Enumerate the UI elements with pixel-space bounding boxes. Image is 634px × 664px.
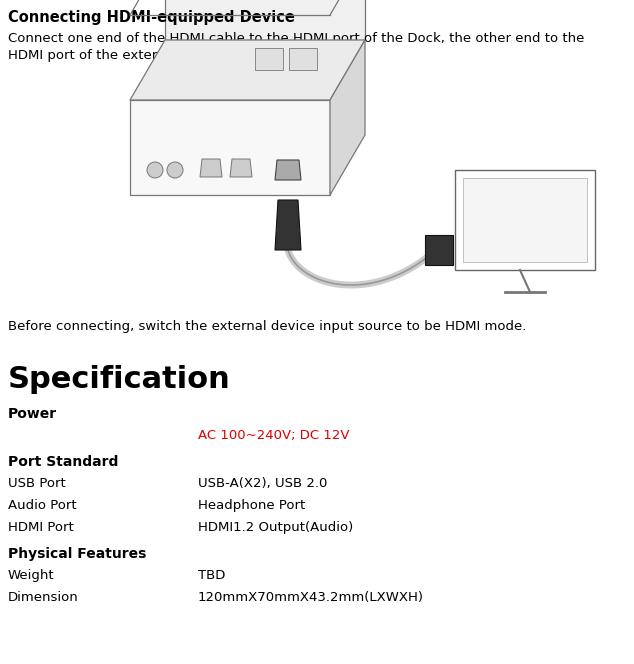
Text: HDMI Port: HDMI Port — [8, 521, 74, 534]
Polygon shape — [255, 48, 283, 70]
Text: Connecting HDMI-equipped Device: Connecting HDMI-equipped Device — [8, 10, 295, 25]
Text: Port Standard: Port Standard — [8, 455, 119, 469]
Text: Weight: Weight — [8, 569, 55, 582]
Text: USB-A(X2), USB 2.0: USB-A(X2), USB 2.0 — [198, 477, 327, 490]
Text: HDMI port of the external device, as shown below:: HDMI port of the external device, as sho… — [8, 49, 344, 62]
Polygon shape — [130, 40, 365, 100]
Text: TBD: TBD — [198, 569, 225, 582]
Text: USB Port: USB Port — [8, 477, 66, 490]
Text: Connect one end of the HDMI cable to the HDMI port of the Dock, the other end to: Connect one end of the HDMI cable to the… — [8, 32, 585, 45]
Circle shape — [147, 162, 163, 178]
Text: HDMI1.2 Output(Audio): HDMI1.2 Output(Audio) — [198, 521, 353, 534]
Polygon shape — [275, 200, 301, 250]
Polygon shape — [275, 160, 301, 180]
Circle shape — [167, 162, 183, 178]
Text: Power: Power — [8, 407, 57, 421]
Text: Specification: Specification — [8, 365, 231, 394]
Text: Before connecting, switch the external device input source to be HDMI mode.: Before connecting, switch the external d… — [8, 320, 526, 333]
Text: Dimension: Dimension — [8, 591, 79, 604]
Text: 120mmX70mmX43.2mm(LXWXH): 120mmX70mmX43.2mm(LXWXH) — [198, 591, 424, 604]
Polygon shape — [425, 235, 453, 265]
Polygon shape — [200, 159, 222, 177]
Polygon shape — [330, 40, 365, 195]
Polygon shape — [165, 0, 365, 40]
Text: Physical Features: Physical Features — [8, 547, 146, 561]
Text: Audio Port: Audio Port — [8, 499, 77, 512]
Text: AC 100~240V; DC 12V: AC 100~240V; DC 12V — [198, 429, 349, 442]
Polygon shape — [289, 48, 317, 70]
Polygon shape — [230, 159, 252, 177]
Text: Headphone Port: Headphone Port — [198, 499, 305, 512]
Polygon shape — [130, 100, 330, 195]
Polygon shape — [455, 170, 595, 270]
Polygon shape — [463, 178, 587, 262]
